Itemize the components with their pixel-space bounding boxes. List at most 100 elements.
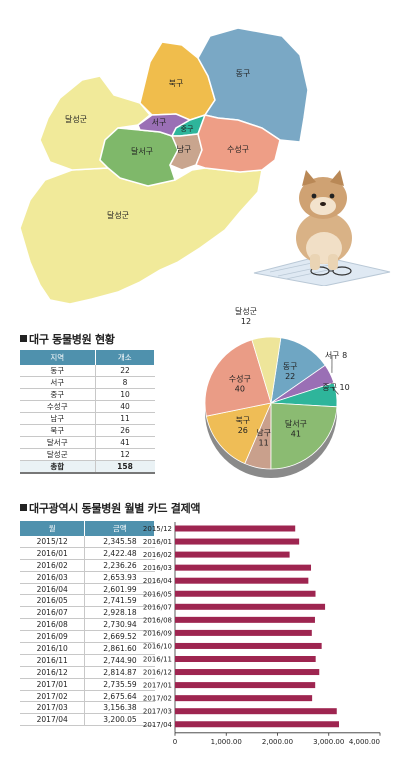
pie-slice-3[interactable] xyxy=(270,402,338,470)
table-row: 수성구 40 xyxy=(20,400,155,413)
pie-label-name: 수성구 xyxy=(229,374,251,383)
table-row: 동구 22 xyxy=(20,365,155,377)
table-cell-label: 서구 xyxy=(20,376,96,389)
table-cell-value: 40 xyxy=(94,400,155,413)
bar[interactable] xyxy=(175,551,290,558)
table-cell-value: 10 xyxy=(94,388,155,401)
bar[interactable] xyxy=(175,708,337,715)
table-total-row: 총합 158 xyxy=(20,460,155,474)
pie-label: 중구 10 xyxy=(322,383,349,392)
map-region-dalseong-south[interactable] xyxy=(19,167,263,305)
table-cell-value: 2,669.52 xyxy=(84,630,155,644)
table-cell-label: 달성군 xyxy=(20,448,96,461)
bar[interactable] xyxy=(175,590,316,597)
bar[interactable] xyxy=(175,564,312,571)
table-cell-value: 2,675.64 xyxy=(84,690,155,703)
table-cell-label: 2016/05 xyxy=(20,594,85,608)
table-cell-value: 3,200.05 xyxy=(84,713,155,727)
bar-category-label: 2016/07 xyxy=(143,603,172,611)
col-header-region: 지역 xyxy=(20,350,96,365)
table-cell-label: 2016/11 xyxy=(20,654,85,667)
table-row: 2016/11 2,744.90 xyxy=(20,654,155,667)
bar[interactable] xyxy=(175,695,313,702)
table-row: 2016/01 2,422.48 xyxy=(20,547,155,560)
bar[interactable] xyxy=(175,721,340,728)
table-cell-value: 2,741.59 xyxy=(84,594,155,608)
pie-label-value: 41 xyxy=(291,429,301,438)
pie-label-value: 11 xyxy=(259,439,269,448)
table-header-row: 월 금액 xyxy=(20,521,155,536)
bar[interactable] xyxy=(175,669,320,676)
x-tick-label: 3,000.00 xyxy=(313,738,344,746)
table-cell-value: 2,422.48 xyxy=(84,547,155,560)
table-cell-value: 2,861.60 xyxy=(84,642,155,655)
bar-category-label: 2016/02 xyxy=(143,551,172,559)
table-cell-value: 2,814.87 xyxy=(84,666,155,679)
table-cell-label: 2016/04 xyxy=(20,583,85,596)
table-row: 2016/08 2,730.94 xyxy=(20,618,155,632)
map-label-seogu: 서구 xyxy=(152,118,167,127)
table-cell-label: 2015/12 xyxy=(20,536,85,548)
map-label-dalseong-north: 달성군 xyxy=(65,115,87,124)
table-cell-label: 남구 xyxy=(20,412,96,425)
bar[interactable] xyxy=(175,577,309,584)
dog-illustration xyxy=(253,170,391,286)
col-header-count: 개소 xyxy=(95,350,156,365)
bar[interactable] xyxy=(175,525,296,532)
bar-category-label: 2015/12 xyxy=(143,525,172,533)
pie-label-value: 40 xyxy=(235,384,245,393)
pie-label-name: 동구 xyxy=(283,362,298,371)
table-row: 북구 26 xyxy=(20,424,155,437)
table-row: 서구 8 xyxy=(20,376,155,389)
table-cell-value: 2,730.94 xyxy=(84,618,155,632)
bar[interactable] xyxy=(175,616,315,623)
pie-slice-6[interactable] xyxy=(204,339,272,417)
map-region-donggu[interactable] xyxy=(197,27,309,143)
col-header-month: 월 xyxy=(20,521,86,536)
pie-slice-7[interactable] xyxy=(251,336,282,404)
hospital-count-table: 지역 개소 동구 22 서구 8 중구 10 수성구 40 남구 11 북구 26 달서구 41 달성군 12… xyxy=(20,350,156,474)
bar[interactable] xyxy=(175,603,326,610)
map-region-suseonggu[interactable] xyxy=(195,114,281,173)
table-cell-value: 2,744.90 xyxy=(84,654,155,667)
bar-category-label: 2016/09 xyxy=(143,629,172,637)
table-cell-label: 2016/12 xyxy=(20,666,85,679)
map-label-donggu: 동구 xyxy=(236,69,251,78)
table-row: 남구 11 xyxy=(20,412,155,425)
pie-label-name: 달서구 xyxy=(285,419,307,428)
table-cell-value: 22 xyxy=(94,365,155,377)
pie-label-name: 달성군 xyxy=(235,307,257,316)
map-label-junggu: 중구 xyxy=(181,125,194,133)
bar[interactable] xyxy=(175,682,316,689)
col-header-amount: 금액 xyxy=(84,521,155,536)
bar[interactable] xyxy=(175,629,312,636)
bar[interactable] xyxy=(175,656,316,662)
table-row: 달서구 41 xyxy=(20,436,155,449)
bar-category-label: 2017/02 xyxy=(143,695,172,703)
bar-category-label: 2016/04 xyxy=(143,577,173,585)
pie-slice-5[interactable] xyxy=(205,402,272,465)
bar[interactable] xyxy=(175,642,322,649)
table-cell-value: 26 xyxy=(94,424,155,437)
map-label-suseonggu: 수성구 xyxy=(227,145,249,154)
table-cell-label: 2016/01 xyxy=(20,547,85,560)
bar[interactable] xyxy=(175,538,300,545)
table-cell-value: 2,928.18 xyxy=(84,606,155,620)
table-header-row: 지역 개소 xyxy=(20,350,156,365)
table-row: 2016/09 2,669.52 xyxy=(20,630,155,644)
table-row: 2016/02 2,236.26 xyxy=(20,559,155,572)
bar-category-label: 2017/01 xyxy=(143,682,172,690)
total-label: 총합 xyxy=(20,460,96,474)
total-value: 158 xyxy=(94,460,155,474)
pie-label: 서구 8 xyxy=(325,351,347,360)
table-cell-label: 북구 xyxy=(20,424,96,437)
bar-category-label: 2016/03 xyxy=(143,564,172,572)
table-row: 2017/03 3,156.38 xyxy=(20,701,155,715)
table-row: 달성군 12 xyxy=(20,448,155,461)
table-row: 2017/02 2,675.64 xyxy=(20,690,155,703)
table-cell-value: 2,653.93 xyxy=(84,571,155,584)
map-region-dalseong-north[interactable] xyxy=(39,75,152,171)
x-tick-label: 1,000.00 xyxy=(211,738,242,746)
pie-leader-line xyxy=(331,386,339,395)
